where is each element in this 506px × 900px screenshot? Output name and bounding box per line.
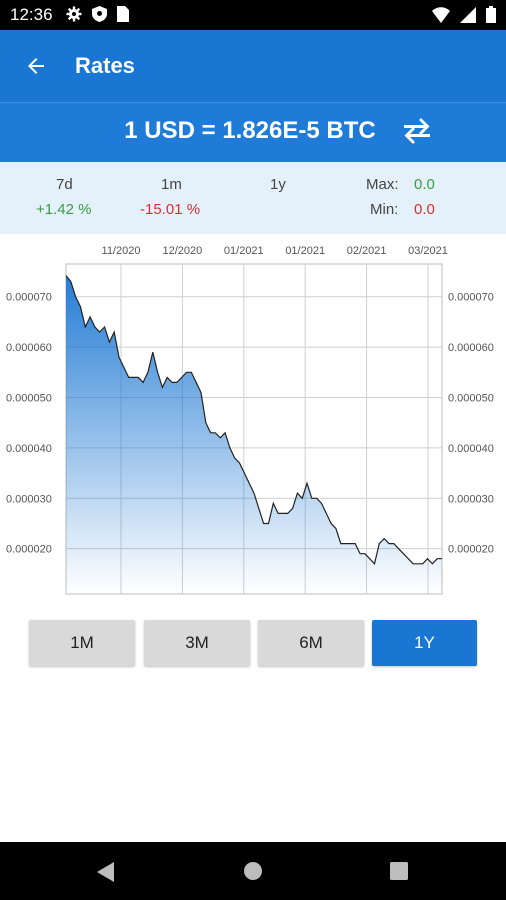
y-tick-label: 0.000050 — [6, 393, 52, 405]
back-triangle-icon[interactable] — [96, 861, 116, 888]
max-value: 0.0 — [414, 176, 435, 193]
arrow-back-icon[interactable] — [20, 50, 52, 82]
stat-value-1m: -15.01 % — [140, 201, 201, 218]
system-nav-bar — [0, 842, 506, 900]
y-tick-label-right: 0.000030 — [448, 493, 494, 505]
min-label: Min: — [370, 201, 399, 218]
settings-icon — [66, 6, 82, 27]
swap-horizontal-icon[interactable] — [400, 117, 434, 149]
y-tick-label-right: 0.000070 — [448, 292, 494, 304]
sim-card-icon — [117, 6, 129, 27]
app-bar: Rates — [0, 30, 506, 102]
x-tick-label: 01/2021 — [224, 245, 264, 257]
y-tick-label: 0.000070 — [6, 292, 52, 304]
x-tick-label: 01/2021 — [285, 245, 325, 257]
conversion-rate-text: 1 USD = 1.826E-5 BTC — [124, 117, 376, 144]
x-tick-label: 12/2020 — [163, 245, 203, 257]
wifi-icon — [432, 6, 450, 28]
y-tick-label-right: 0.000050 — [448, 393, 494, 405]
home-circle-icon[interactable] — [243, 861, 263, 886]
stats-panel: 7d +1.42 % 1m -15.01 % 1y Max: 0.0 Min: … — [0, 162, 506, 234]
range-button-1m[interactable]: 1M — [29, 620, 135, 666]
y-tick-label: 0.000030 — [6, 493, 52, 505]
y-tick-label-right: 0.000060 — [448, 342, 494, 354]
recents-square-icon[interactable] — [390, 862, 408, 885]
status-bar: 12:36 — [0, 0, 506, 30]
page-title: Rates — [75, 53, 135, 78]
y-tick-label-right: 0.000040 — [448, 443, 494, 455]
range-button-1y[interactable]: 1Y — [372, 620, 477, 666]
range-button-6m[interactable]: 6M — [258, 620, 364, 666]
rate-chart-svg: 0.000070 0.000070 0.000060 0.000060 0.000050… — [6, 245, 494, 595]
x-tick-label: 11/2020 — [102, 245, 141, 257]
range-button-3m[interactable]: 3M — [144, 620, 250, 666]
x-tick-label: 02/2021 — [347, 245, 387, 257]
stat-label-1y: 1y — [270, 176, 286, 193]
battery-icon — [486, 6, 496, 28]
signal-icon — [460, 6, 476, 28]
min-value: 0.0 — [414, 201, 435, 218]
shield-icon — [92, 6, 107, 27]
conversion-band: 1 USD = 1.826E-5 BTC — [0, 102, 506, 162]
rate-chart[interactable]: 0.000070 0.000070 0.000060 0.000060 0.000050… — [0, 234, 506, 604]
y-tick-label: 0.000060 — [6, 342, 52, 354]
series-line — [65, 275, 442, 566]
stat-value-7d: +1.42 % — [36, 201, 92, 218]
stat-label-1m: 1m — [161, 176, 182, 193]
range-button-row: 1M 3M 6M 1Y — [0, 620, 506, 668]
stat-label-7d: 7d — [56, 176, 73, 193]
y-tick-label: 0.000020 — [6, 544, 52, 556]
status-time: 12:36 — [10, 5, 53, 24]
series-area — [66, 275, 442, 594]
max-label: Max: — [366, 176, 399, 193]
y-tick-label: 0.000040 — [6, 443, 52, 455]
y-tick-label-right: 0.000020 — [448, 544, 494, 556]
x-tick-label: 03/2021 — [408, 245, 448, 257]
